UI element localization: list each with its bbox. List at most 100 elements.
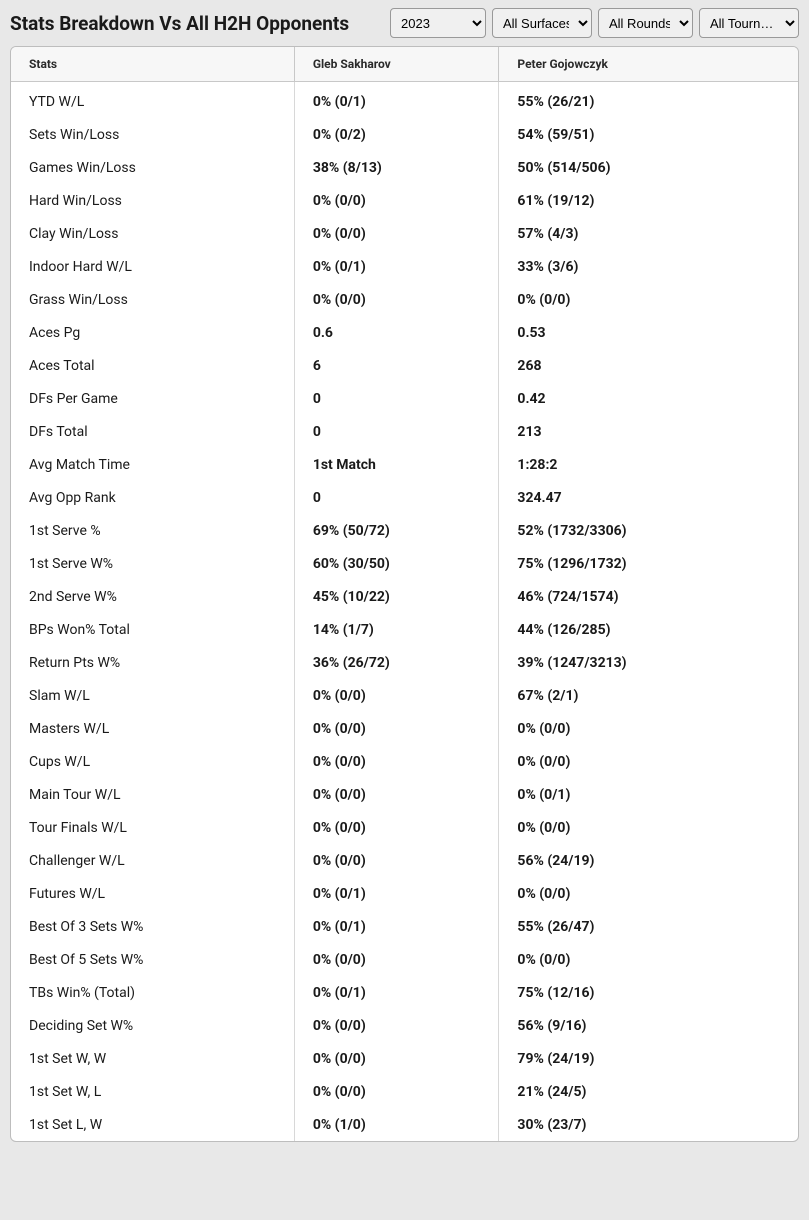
stat-label: Hard Win/Loss [11, 185, 294, 218]
table-row: Best Of 5 Sets W%0% (0/0)0% (0/0) [11, 944, 798, 977]
player1-value: 69% (50/72) [294, 515, 499, 548]
player1-value: 45% (10/22) [294, 581, 499, 614]
player2-value: 30% (23/7) [499, 1109, 798, 1142]
header-row: Stats Gleb Sakharov Peter Gojowczyk [11, 47, 798, 82]
table-row: Tour Finals W/L0% (0/0)0% (0/0) [11, 812, 798, 845]
player1-value: 0% (0/0) [294, 713, 499, 746]
player2-value: 0% (0/0) [499, 812, 798, 845]
player1-value: 0 [294, 416, 499, 449]
player2-value: 33% (3/6) [499, 251, 798, 284]
stat-label: BPs Won% Total [11, 614, 294, 647]
player1-value: 0 [294, 383, 499, 416]
player2-value: 0% (0/1) [499, 779, 798, 812]
stat-label: Grass Win/Loss [11, 284, 294, 317]
player1-value: 0% (1/0) [294, 1109, 499, 1142]
table-row: 1st Set W, W0% (0/0)79% (24/19) [11, 1043, 798, 1076]
stat-label: Indoor Hard W/L [11, 251, 294, 284]
stat-label: Futures W/L [11, 878, 294, 911]
table-row: Challenger W/L0% (0/0)56% (24/19) [11, 845, 798, 878]
table-row: 1st Set L, W0% (1/0)30% (23/7) [11, 1109, 798, 1142]
stat-label: Slam W/L [11, 680, 294, 713]
player1-value: 0% (0/1) [294, 251, 499, 284]
table-row: Slam W/L0% (0/0)67% (2/1) [11, 680, 798, 713]
table-row: Grass Win/Loss0% (0/0)0% (0/0) [11, 284, 798, 317]
col-header-stats: Stats [11, 47, 294, 82]
table-row: Main Tour W/L0% (0/0)0% (0/1) [11, 779, 798, 812]
player1-value: 0% (0/0) [294, 1010, 499, 1043]
player2-value: 0% (0/0) [499, 746, 798, 779]
player1-value: 0% (0/0) [294, 779, 499, 812]
player1-value: 0% (0/0) [294, 845, 499, 878]
surface-select[interactable]: All Surfaces [492, 8, 592, 38]
table-row: 2nd Serve W%45% (10/22)46% (724/1574) [11, 581, 798, 614]
player2-value: 39% (1247/3213) [499, 647, 798, 680]
player1-value: 38% (8/13) [294, 152, 499, 185]
table-row: Aces Pg0.60.53 [11, 317, 798, 350]
player1-value: 0% (0/0) [294, 812, 499, 845]
stat-label: Aces Pg [11, 317, 294, 350]
table-row: BPs Won% Total14% (1/7)44% (126/285) [11, 614, 798, 647]
player1-value: 14% (1/7) [294, 614, 499, 647]
player2-value: 75% (12/16) [499, 977, 798, 1010]
tournament-select[interactable]: All Tourn… [699, 8, 799, 38]
stat-label: 2nd Serve W% [11, 581, 294, 614]
player1-value: 0% (0/0) [294, 680, 499, 713]
player2-value: 46% (724/1574) [499, 581, 798, 614]
stat-label: Games Win/Loss [11, 152, 294, 185]
player2-value: 55% (26/47) [499, 911, 798, 944]
table-row: YTD W/L0% (0/1)55% (26/21) [11, 82, 798, 119]
table-row: Clay Win/Loss0% (0/0)57% (4/3) [11, 218, 798, 251]
stat-label: DFs Total [11, 416, 294, 449]
player2-value: 268 [499, 350, 798, 383]
stats-table-container: Stats Gleb Sakharov Peter Gojowczyk YTD … [10, 46, 799, 1142]
player1-value: 6 [294, 350, 499, 383]
stat-label: Best Of 5 Sets W% [11, 944, 294, 977]
stats-table: Stats Gleb Sakharov Peter Gojowczyk YTD … [11, 47, 798, 1141]
player2-value: 56% (24/19) [499, 845, 798, 878]
stat-label: 1st Set W, W [11, 1043, 294, 1076]
stat-label: Tour Finals W/L [11, 812, 294, 845]
player2-value: 57% (4/3) [499, 218, 798, 251]
player1-value: 0% (0/1) [294, 82, 499, 119]
table-row: TBs Win% (Total)0% (0/1)75% (12/16) [11, 977, 798, 1010]
year-select[interactable]: 2023 [390, 8, 486, 38]
player1-value: 0% (0/0) [294, 1076, 499, 1109]
stat-label: Challenger W/L [11, 845, 294, 878]
col-header-player2: Peter Gojowczyk [499, 47, 798, 82]
table-row: Masters W/L0% (0/0)0% (0/0) [11, 713, 798, 746]
player1-value: 0% (0/1) [294, 911, 499, 944]
stat-label: Aces Total [11, 350, 294, 383]
player1-value: 0% (0/0) [294, 746, 499, 779]
stat-label: Sets Win/Loss [11, 119, 294, 152]
player2-value: 75% (1296/1732) [499, 548, 798, 581]
player2-value: 79% (24/19) [499, 1043, 798, 1076]
table-row: Games Win/Loss38% (8/13)50% (514/506) [11, 152, 798, 185]
player1-value: 0% (0/0) [294, 284, 499, 317]
header-bar: Stats Breakdown Vs All H2H Opponents 202… [0, 0, 809, 46]
player2-value: 21% (24/5) [499, 1076, 798, 1109]
stat-label: Return Pts W% [11, 647, 294, 680]
player2-value: 324.47 [499, 482, 798, 515]
player1-value: 0 [294, 482, 499, 515]
table-row: DFs Per Game00.42 [11, 383, 798, 416]
player2-value: 52% (1732/3306) [499, 515, 798, 548]
stat-label: Clay Win/Loss [11, 218, 294, 251]
player2-value: 0% (0/0) [499, 878, 798, 911]
stat-label: 1st Serve % [11, 515, 294, 548]
player2-value: 0% (0/0) [499, 284, 798, 317]
stat-label: Cups W/L [11, 746, 294, 779]
player1-value: 0% (0/2) [294, 119, 499, 152]
player2-value: 0.53 [499, 317, 798, 350]
player2-value: 67% (2/1) [499, 680, 798, 713]
stat-label: DFs Per Game [11, 383, 294, 416]
table-row: Futures W/L0% (0/1)0% (0/0) [11, 878, 798, 911]
player2-value: 0.42 [499, 383, 798, 416]
stat-label: YTD W/L [11, 82, 294, 119]
stat-label: 1st Set W, L [11, 1076, 294, 1109]
round-select[interactable]: All Rounds [598, 8, 693, 38]
player1-value: 0% (0/0) [294, 1043, 499, 1076]
table-row: Return Pts W%36% (26/72)39% (1247/3213) [11, 647, 798, 680]
player2-value: 61% (19/12) [499, 185, 798, 218]
player1-value: 0% (0/1) [294, 977, 499, 1010]
table-row: 1st Serve W%60% (30/50)75% (1296/1732) [11, 548, 798, 581]
